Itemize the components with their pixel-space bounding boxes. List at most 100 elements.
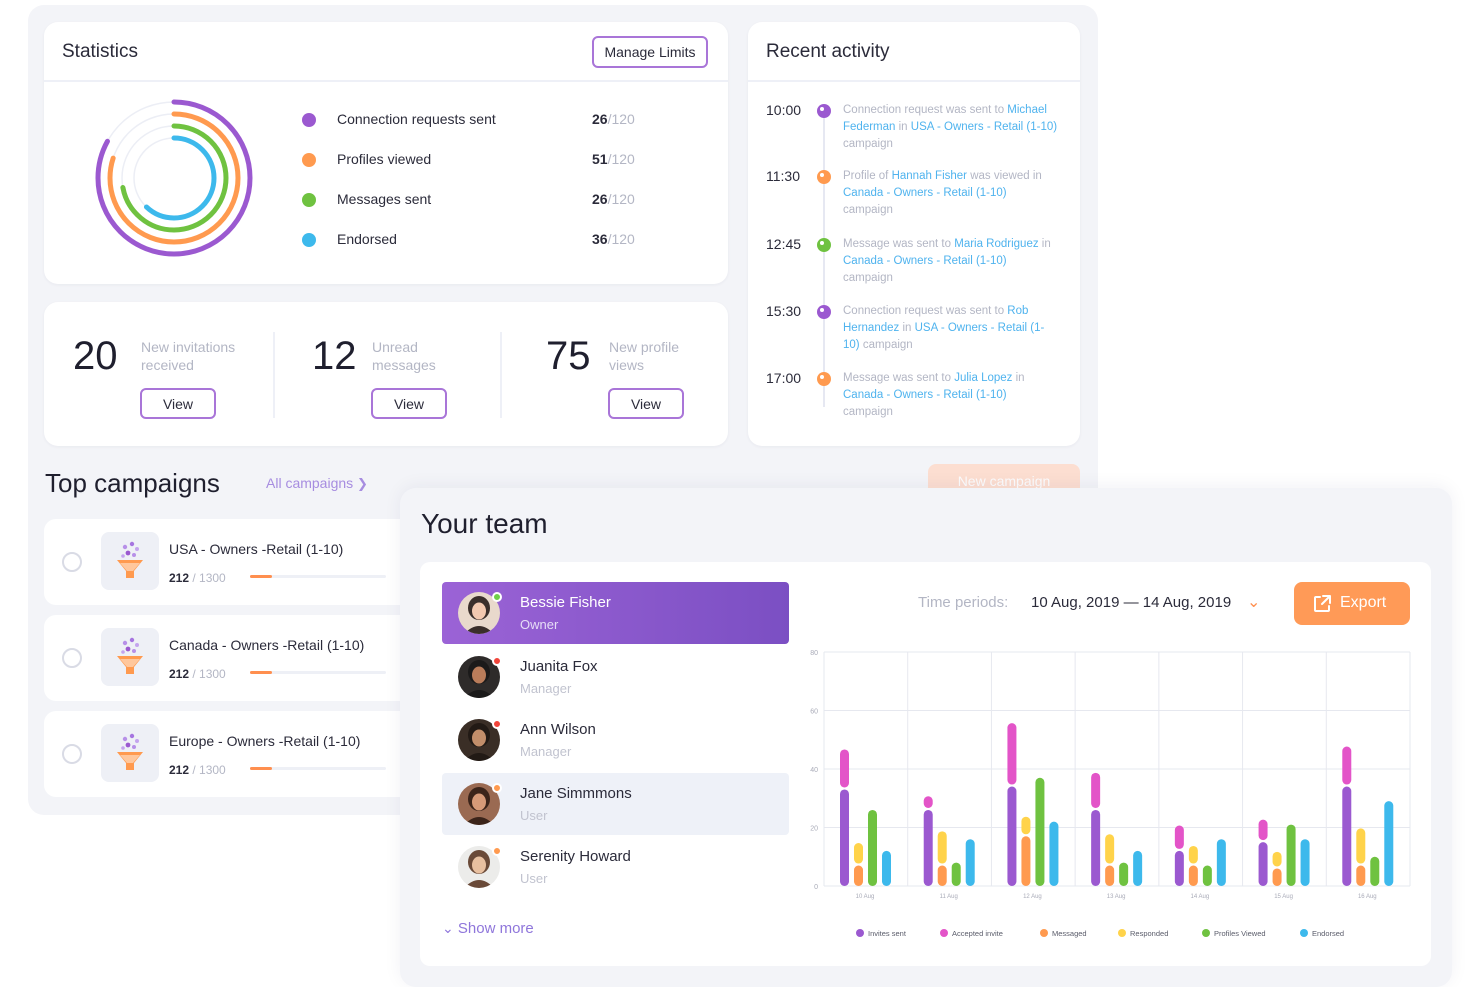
activity-link[interactable]: Michael Federman xyxy=(843,104,1047,133)
bar-accepted-invite xyxy=(923,796,933,808)
activity-text-part: Profile of xyxy=(843,170,892,182)
bar-profiles-viewed xyxy=(1035,777,1045,886)
bar-accepted-invite xyxy=(1091,772,1101,808)
activity-text-part: campaign xyxy=(843,138,893,150)
campaign-checkbox[interactable] xyxy=(62,552,82,572)
legend-row: Connection requests sent 26/120 xyxy=(302,110,642,130)
legend-label: Endorsed xyxy=(337,231,397,247)
member-role: User xyxy=(520,871,548,886)
campaign-row[interactable]: Europe - Owners -Retail (1-10) 212 / 1300 xyxy=(44,711,424,797)
team-member-row[interactable]: Jane Simmmons User xyxy=(442,772,789,835)
y-tick-label: 60 xyxy=(810,709,818,716)
campaign-row[interactable]: Canada - Owners -Retail (1-10) 212 / 1300 xyxy=(44,615,424,701)
campaign-checkbox[interactable] xyxy=(62,648,82,668)
top-campaigns-title: Top campaigns xyxy=(45,468,220,498)
activity-text-part: in xyxy=(1012,372,1025,384)
activity-text: Connection request was sent to Michael F… xyxy=(843,102,1058,153)
manage-limits-button[interactable]: Manage Limits xyxy=(592,36,708,68)
bar-profiles-viewed xyxy=(1370,856,1380,886)
activity-time: 11:30 xyxy=(766,168,800,184)
view-profile-views-button[interactable]: View xyxy=(608,388,684,419)
bar-messaged xyxy=(1188,865,1198,886)
x-tick-label: 12 Aug xyxy=(1023,894,1042,900)
status-dot xyxy=(492,655,502,666)
chart-legend-label: Accepted invite xyxy=(952,929,1003,938)
campaign-count: 212 / 1300 xyxy=(169,571,226,585)
activity-link[interactable]: Maria Rodriguez xyxy=(954,238,1039,250)
campaign-name: Europe - Owners -Retail (1-10) xyxy=(169,733,361,749)
time-period-select[interactable]: 10 Aug, 2019 — 14 Aug, 2019 xyxy=(1031,594,1232,611)
invitations-label: New invitations received xyxy=(141,339,236,373)
team-member-row[interactable]: Bessie Fisher Owner xyxy=(442,582,789,644)
activity-time: 10:00 xyxy=(766,102,802,118)
activity-text-part: campaign xyxy=(843,406,893,418)
divider xyxy=(273,332,275,418)
team-member-row[interactable]: Ann Wilson Manager xyxy=(442,709,789,771)
team-member-row[interactable]: Juanita Fox Manager xyxy=(442,646,789,708)
chart-legend-dot xyxy=(1118,929,1126,937)
activity-text-part: Message was sent to xyxy=(843,372,955,384)
view-messages-button[interactable]: View xyxy=(371,388,447,419)
show-more-link[interactable]: ⌄ Show more xyxy=(442,920,534,937)
activity-link[interactable]: Canada - Owners - Retail (1-10) xyxy=(843,389,1007,401)
activity-text-part: Connection request was sent to xyxy=(843,104,1008,116)
all-campaigns-link[interactable]: All campaigns ❯ xyxy=(266,475,368,492)
x-tick-label: 11 Aug xyxy=(940,894,958,900)
funnel-icon xyxy=(117,541,143,578)
team-activity-chart: 0 20 40 60 80 10 Aug 11 Aug 12 Aug 13 Aug 14 Aug 1… xyxy=(810,650,1411,938)
activity-text: Connection request was sent to Rob Herna… xyxy=(843,303,1058,354)
y-tick-label: 80 xyxy=(810,650,818,657)
bar-invites-sent xyxy=(1258,842,1268,886)
counters-card: 20 New invitations received View 12 Unre… xyxy=(44,302,728,446)
legend-label: Messages sent xyxy=(337,191,432,207)
bar-responded xyxy=(1105,834,1115,864)
bar-invites-sent xyxy=(923,809,933,886)
activity-link[interactable]: Canada - Owners - Retail (1-10) xyxy=(843,187,1007,199)
campaign-count: 212 / 1300 xyxy=(169,667,226,681)
bar-endorsed xyxy=(965,839,975,886)
campaign-checkbox[interactable] xyxy=(62,744,82,764)
activity-link[interactable]: Rob Hernandez xyxy=(843,305,1029,334)
member-name: Jane Simmmons xyxy=(520,784,632,802)
chart-legend-label: Responded xyxy=(1130,929,1168,938)
legend-total: /120 xyxy=(607,231,635,247)
show-more-label: Show more xyxy=(457,920,534,937)
legend-row: Endorsed 36/120 xyxy=(302,230,642,250)
x-tick-label: 10 Aug xyxy=(856,894,875,900)
bar-responded xyxy=(937,831,947,864)
activity-link[interactable]: USA - Owners - Retail (1-10) xyxy=(843,322,1045,351)
view-invitations-button[interactable]: View xyxy=(140,388,216,419)
chart-legend-label: Messaged xyxy=(1052,929,1087,938)
campaign-count: 212 / 1300 xyxy=(169,763,226,777)
campaign-count-total: / 1300 xyxy=(189,763,226,777)
activity-text-part: in xyxy=(1038,238,1051,250)
export-button[interactable]: Export xyxy=(1294,582,1410,625)
bar-messaged xyxy=(1105,865,1115,886)
legend-label: Profiles viewed xyxy=(337,151,432,167)
activity-text: Message was sent to Maria Rodriguez in C… xyxy=(843,236,1058,287)
statistics-card: Statistics Manage Limits Connection requ… xyxy=(44,22,728,284)
activity-link[interactable]: Hannah Fisher xyxy=(891,170,968,182)
campaign-icon-box xyxy=(101,628,159,686)
activity-link[interactable]: Julia Lopez xyxy=(954,372,1013,384)
chart-legend-dot xyxy=(1040,929,1048,937)
bar-accepted-invite xyxy=(1342,746,1352,785)
bar-accepted-invite xyxy=(1258,819,1268,841)
bar-responded xyxy=(854,843,863,864)
team-member-row[interactable]: Serenity Howard User xyxy=(442,836,789,898)
activity-text-part: was viewed in xyxy=(967,170,1042,182)
legend-dot xyxy=(302,113,316,127)
chart-legend-dot xyxy=(1300,929,1308,937)
activity-link[interactable]: USA - Owners - Retail (1-10) xyxy=(910,121,1058,133)
profile-views-count: 75 xyxy=(546,334,591,378)
chevron-down-icon[interactable]: ⌄ xyxy=(1247,594,1261,611)
bar-profiles-viewed xyxy=(1202,865,1212,886)
campaign-count-value: 212 xyxy=(169,763,190,777)
legend-row: Messages sent 26/120 xyxy=(302,190,642,210)
activity-link[interactable]: Canada - Owners - Retail (1-10) xyxy=(843,255,1007,267)
campaign-progress-fill xyxy=(250,575,272,578)
campaign-row[interactable]: USA - Owners -Retail (1-10) 212 / 1300 xyxy=(44,519,424,605)
y-tick-label: 40 xyxy=(810,767,818,774)
bar-invites-sent xyxy=(840,789,849,886)
activity-dot xyxy=(817,104,831,118)
